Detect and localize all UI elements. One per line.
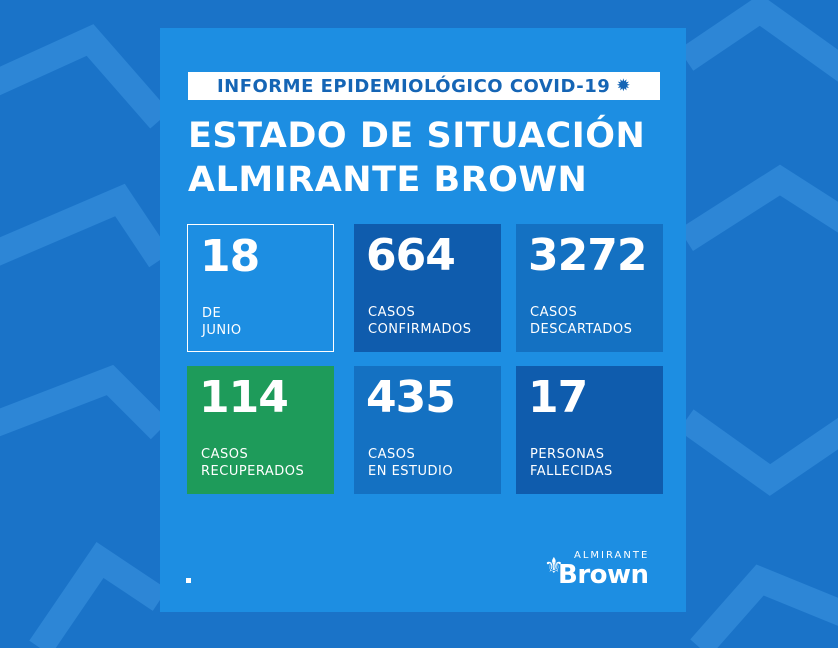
- recovered-cases-card: 114 CASOS RECUPERADOS: [187, 366, 334, 494]
- confirmed-label: CASOS CONFIRMADOS: [368, 304, 471, 338]
- date-label-line1: DE: [202, 306, 222, 321]
- deceased-label-line1: PERSONAS: [530, 447, 605, 462]
- date-label-line2: JUNIO: [202, 323, 242, 338]
- under-study-cases-card: 435 CASOS EN ESTUDIO: [354, 366, 501, 494]
- deceased-label-line2: FALLECIDAS: [530, 464, 613, 479]
- under-study-label-line2: EN ESTUDIO: [368, 464, 454, 479]
- deceased-label: PERSONAS FALLECIDAS: [530, 446, 613, 480]
- under-study-count: 435: [366, 372, 456, 423]
- logo-small-text: ALMIRANTE: [574, 550, 650, 561]
- date-label: DE JUNIO: [202, 305, 242, 339]
- date-card: 18 DE JUNIO: [187, 224, 334, 352]
- discarded-label: CASOS DESCARTADOS: [530, 304, 632, 338]
- confirmed-count: 664: [366, 230, 456, 281]
- date-day: 18: [200, 231, 260, 282]
- report-header: INFORME EPIDEMIOLÓGICO COVID-19 ✹: [188, 72, 660, 100]
- recovered-label-line2: RECUPERADOS: [201, 464, 305, 479]
- discarded-cases-card: 3272 CASOS DESCARTADOS: [516, 224, 663, 352]
- sun-icon: ✹: [616, 76, 632, 96]
- under-study-label: CASOS EN ESTUDIO: [368, 446, 453, 480]
- confirmed-label-line2: CONFIRMADOS: [368, 322, 472, 337]
- discarded-count: 3272: [528, 230, 647, 281]
- under-study-label-line1: CASOS: [368, 447, 416, 462]
- recovered-label: CASOS RECUPERADOS: [201, 446, 304, 480]
- confirmed-label-line1: CASOS: [368, 305, 416, 320]
- logo-big-text: Brown: [558, 560, 649, 590]
- page-title-line2: ALMIRANTE BROWN: [188, 160, 588, 200]
- decorative-dot: [186, 578, 191, 583]
- discarded-label-line2: DESCARTADOS: [530, 322, 633, 337]
- almirante-brown-logo: ⚜ ALMIRANTE Brown: [544, 548, 664, 592]
- header-label: INFORME EPIDEMIOLÓGICO COVID-19: [216, 75, 611, 97]
- page-title-line1: ESTADO DE SITUACIÓN: [188, 116, 646, 156]
- confirmed-cases-card: 664 CASOS CONFIRMADOS: [354, 224, 501, 352]
- fleur-de-lis-icon: ⚜: [544, 554, 564, 579]
- deceased-count: 17: [528, 372, 588, 423]
- recovered-label-line1: CASOS: [201, 447, 249, 462]
- deceased-card: 17 PERSONAS FALLECIDAS: [516, 366, 663, 494]
- recovered-count: 114: [199, 372, 289, 423]
- discarded-label-line1: CASOS: [530, 305, 578, 320]
